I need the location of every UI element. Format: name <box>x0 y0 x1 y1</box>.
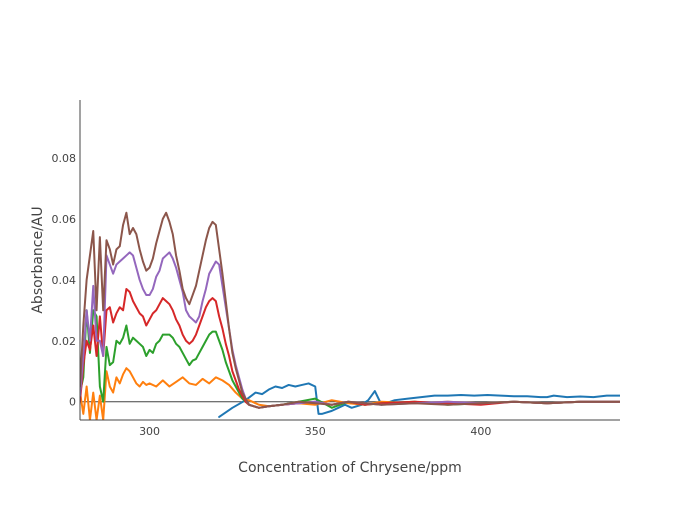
series-line-2 <box>80 367 620 420</box>
y-tick-label: 0.08 <box>52 152 77 165</box>
series-line-3 <box>80 309 620 409</box>
y-tick-label: 0.06 <box>52 213 77 226</box>
tick-label-layer: 300 350 400 0 0.02 0.04 0.06 0.08 <box>52 152 492 438</box>
y-tick-label: 0.04 <box>52 274 77 287</box>
series-line-1 <box>218 382 620 418</box>
series-line-4 <box>80 287 620 409</box>
x-axis-title: Concentration of Chrysene/ppm <box>238 460 462 476</box>
x-tick-label: 350 <box>305 425 326 438</box>
series-line-5 <box>80 251 620 409</box>
x-tick-label: 400 <box>470 425 491 438</box>
series-layer <box>80 211 620 420</box>
y-tick-label: 0 <box>69 396 76 409</box>
y-axis-title: Absorbance/AU <box>30 206 46 313</box>
y-tick-label: 0.02 <box>52 335 77 348</box>
axis-layer <box>79 100 620 421</box>
series-line-6 <box>80 211 620 409</box>
x-tick-label: 300 <box>139 425 160 438</box>
